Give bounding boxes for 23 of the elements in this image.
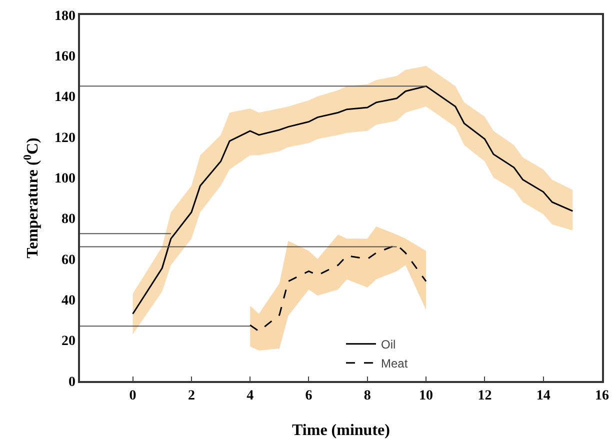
- x-tick-label: 14: [536, 388, 550, 404]
- y-tick-label: 140: [54, 90, 76, 106]
- x-tick-label: 0: [129, 388, 136, 404]
- legend-label: Meat: [381, 356, 408, 371]
- legend-label: Oil: [381, 338, 396, 352]
- y-tick-label: 20: [61, 334, 76, 350]
- x-tick-label: 10: [419, 388, 434, 404]
- y-tick-label: 120: [54, 130, 76, 146]
- y-tick-label: 160: [54, 50, 76, 65]
- x-tick-label: 16: [595, 388, 609, 404]
- x-tick-label: 12: [478, 388, 492, 404]
- y-tick-label: 0: [68, 374, 76, 390]
- x-tick-label: 6: [305, 388, 312, 404]
- x-tick-label: 2: [188, 388, 195, 404]
- y-tick-label: 60: [61, 252, 76, 268]
- line-series: [249, 244, 427, 332]
- x-tick-label: 4: [246, 388, 254, 404]
- y-tick-label: 100: [54, 172, 76, 187]
- y-tick-label: 80: [61, 212, 76, 228]
- y-tick-label: 40: [61, 294, 76, 309]
- x-tick-label: 8: [364, 388, 371, 404]
- y-tick-label: 180: [54, 8, 76, 24]
- x-axis-title: Time (minute): [292, 422, 390, 439]
